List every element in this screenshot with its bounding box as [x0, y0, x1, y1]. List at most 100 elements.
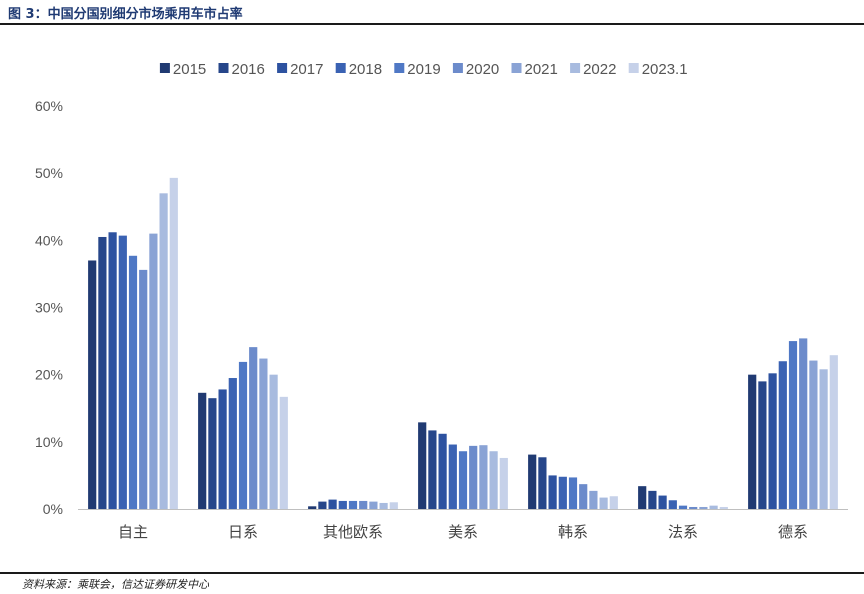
bar	[768, 373, 777, 509]
legend-label: 2019	[407, 61, 440, 78]
bar	[379, 502, 388, 509]
bars-group	[88, 177, 838, 510]
bar	[238, 361, 248, 509]
legend-swatch	[511, 63, 522, 73]
legend-swatch	[277, 63, 288, 73]
bar	[689, 506, 698, 509]
bar	[829, 355, 838, 509]
bar	[538, 457, 547, 509]
bar	[159, 193, 168, 510]
category-label: 法系	[668, 523, 698, 541]
bar	[318, 501, 327, 509]
bar	[389, 502, 398, 509]
bar	[668, 500, 677, 509]
bar	[678, 505, 688, 509]
bar	[638, 486, 647, 509]
bar	[758, 381, 767, 509]
y-tick-label: 30%	[35, 300, 63, 316]
y-tick-label: 20%	[35, 367, 63, 383]
bar	[448, 444, 457, 509]
bar	[269, 374, 278, 509]
bar	[308, 506, 317, 509]
bar	[249, 347, 258, 509]
bar	[328, 499, 337, 509]
bar	[438, 433, 447, 509]
bar	[579, 484, 588, 509]
top-rule	[0, 23, 864, 25]
bar	[458, 451, 468, 509]
bar	[489, 451, 498, 509]
category-label: 韩系	[558, 523, 588, 541]
bar	[648, 490, 657, 509]
bar	[98, 236, 107, 509]
category-label: 德系	[778, 523, 808, 541]
y-axis: 0% 10% 20% 30% 40% 50% 60%	[35, 98, 63, 517]
y-tick-label: 0%	[43, 501, 63, 517]
bar	[198, 392, 207, 509]
bar	[558, 476, 567, 509]
legend-swatch	[570, 63, 581, 73]
bar	[548, 475, 557, 509]
category-label: 日系	[228, 523, 258, 541]
bar	[128, 255, 138, 509]
bar	[719, 506, 728, 509]
bar	[88, 260, 97, 509]
legend-swatch	[452, 63, 463, 73]
bottom-rule	[0, 572, 864, 574]
bar	[228, 378, 237, 509]
source-note: 资料来源：乘联会，信达证券研发中心	[22, 578, 209, 591]
bar	[658, 495, 667, 509]
legend-swatch	[159, 63, 170, 73]
bar	[479, 445, 488, 509]
bar	[709, 505, 718, 509]
bar	[609, 496, 618, 509]
bar	[279, 396, 288, 509]
y-tick-label: 60%	[35, 98, 63, 114]
category-label: 美系	[448, 523, 478, 541]
bar	[369, 501, 378, 509]
category-label: 自主	[118, 523, 148, 541]
bar	[469, 445, 478, 509]
legend-label: 2016	[232, 61, 265, 78]
legend-label: 2022	[583, 61, 616, 78]
legend-swatch	[335, 63, 346, 73]
bar	[418, 422, 427, 509]
bar	[819, 369, 828, 509]
legend-swatch	[628, 63, 639, 73]
bar	[218, 389, 227, 509]
bar	[788, 341, 798, 509]
bar	[699, 506, 708, 509]
legend-label: 2018	[349, 61, 382, 78]
legend-swatch	[218, 63, 229, 73]
bar	[139, 269, 148, 509]
x-axis: 自主 日系 其他欧系 美系 韩系 法系 德系	[78, 509, 848, 541]
figure-title: 图 3：中国分国别细分市场乘用车市占率	[8, 7, 243, 22]
chart-legend: 2015 2016 2017 2018 2019 2020 2021 2022 2023.1	[159, 61, 688, 78]
legend-label: 2020	[466, 61, 499, 78]
bar	[599, 497, 608, 509]
bar	[528, 454, 537, 509]
bar	[118, 235, 127, 510]
bar	[778, 361, 787, 509]
bar	[589, 490, 598, 509]
y-tick-label: 10%	[35, 434, 63, 450]
bar	[748, 374, 757, 509]
bar	[799, 338, 808, 509]
legend-label: 2017	[290, 61, 323, 78]
bar	[359, 500, 368, 509]
bar-chart: 2015 2016 2017 2018 2019 2020 2021 2022 2023.1 0…	[35, 61, 848, 541]
bar	[428, 430, 437, 509]
bar	[338, 500, 347, 509]
legend-label: 2021	[525, 61, 558, 78]
y-tick-label: 50%	[35, 165, 63, 181]
bar	[169, 177, 178, 509]
legend-label: 2015	[173, 61, 206, 78]
legend-swatch	[394, 63, 405, 73]
bar	[568, 477, 578, 509]
bar	[348, 500, 358, 509]
bar	[208, 398, 217, 509]
legend-label: 2023.1	[642, 61, 688, 78]
bar	[499, 457, 508, 509]
bar	[809, 360, 818, 509]
bar	[108, 232, 117, 510]
